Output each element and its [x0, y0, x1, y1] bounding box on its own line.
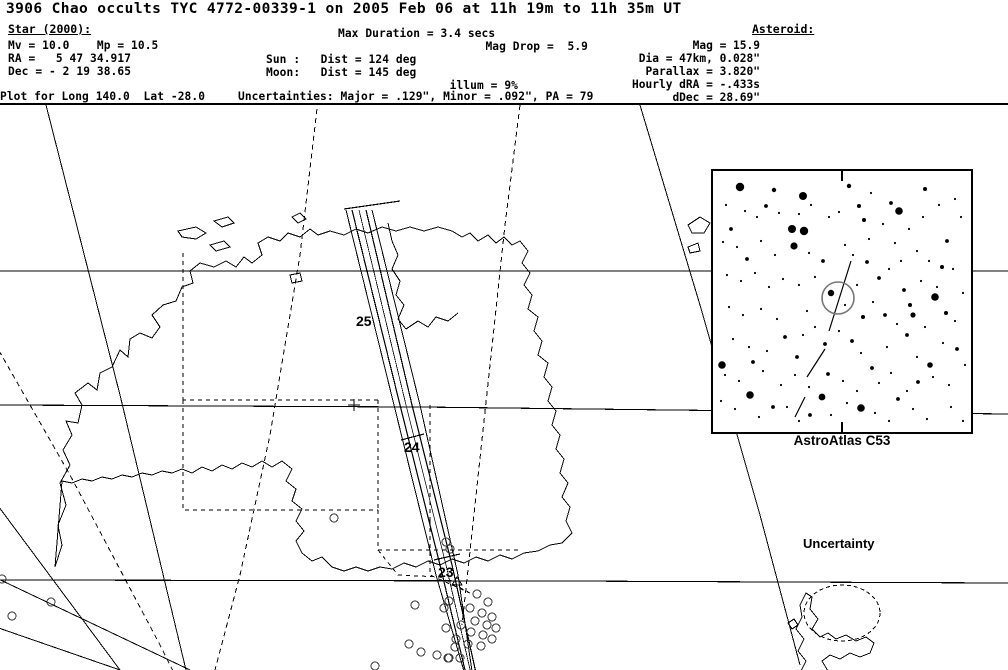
northern-islands	[177, 212, 793, 284]
uncertainty-label: Uncertainty	[803, 536, 875, 551]
path-time-label-24: 24	[404, 439, 420, 455]
mag-drop-line: Mag Drop = 5.9	[485, 40, 588, 53]
new-zealand-north-island	[795, 592, 875, 670]
path-time-ticks	[343, 200, 461, 561]
terminator-lines	[0, 105, 801, 670]
star-magnitude-line: Mv = 10.0 Mp = 10.5	[8, 39, 159, 52]
inset-bright-stars	[718, 182, 939, 412]
site-triangle-marker	[451, 576, 463, 586]
asteroid-track-line	[794, 260, 852, 418]
star-chart-inset	[711, 169, 973, 434]
inset-tick-marks	[711, 171, 973, 432]
header-divider	[0, 103, 1008, 105]
asteroid-mag-line: Mag = 15.9	[692, 39, 760, 52]
state-borders	[182, 253, 520, 594]
australia-coastline	[54, 226, 573, 572]
sun-distance-line: Sun : Dist = 124 deg	[266, 53, 417, 66]
observer-site-markers	[0, 513, 501, 670]
inset-star-field	[711, 171, 973, 432]
star-section-heading: Star (2000):	[8, 22, 92, 36]
path-time-label-23: 23	[438, 564, 454, 580]
star-dec-line: Dec = - 2 19 38.65	[8, 65, 132, 78]
shadow-path-centre	[358, 209, 471, 670]
asteroid-hourly-dra-line: Hourly dRA = -.433s	[632, 78, 760, 91]
dashed-limit-lines	[0, 105, 521, 670]
inset-faint-stars	[719, 191, 967, 423]
moon-distance-line: Moon: Dist = 145 deg	[266, 66, 417, 79]
asteroid-diameter-line: Dia = 47km, 0.028"	[638, 52, 760, 65]
moon-illumination-line: illum = 9%	[449, 79, 518, 92]
shadow-path-limit-lines	[345, 209, 473, 670]
graticule-cross-marker	[348, 399, 360, 411]
header-panel: 3906 Chao occults TYC 4772-00339-1 on 20…	[0, 0, 1008, 105]
star-ra-line: RA = 5 47 34.917	[8, 52, 132, 65]
inset-caption: AstroAtlas C53	[793, 433, 891, 448]
uncertainty-ellipse	[803, 584, 881, 642]
shadow-path-center-lines	[351, 209, 476, 670]
max-duration-line: Max Duration = 3.4 secs	[338, 27, 496, 40]
asteroid-ddec-line: dDec = 28.69"	[672, 91, 760, 104]
inset-medium-stars	[729, 183, 959, 417]
plot-center-line: Plot for Long 140.0 Lat -28.0	[0, 90, 206, 103]
cape-york-detail	[387, 222, 459, 330]
path-time-label-25: 25	[356, 313, 372, 329]
asteroid-section-heading: Asteroid:	[752, 22, 815, 36]
asteroid-parallax-line: Parallax = 3.820"	[645, 65, 760, 78]
target-star-circle	[821, 281, 855, 315]
page-title: 3906 Chao occults TYC 4772-00339-1 on 20…	[6, 1, 682, 17]
nz-islets	[787, 618, 799, 630]
inset-frame	[711, 169, 973, 434]
uncertainties-line: Uncertainties: Major = .129", Minor = .0…	[238, 90, 594, 103]
